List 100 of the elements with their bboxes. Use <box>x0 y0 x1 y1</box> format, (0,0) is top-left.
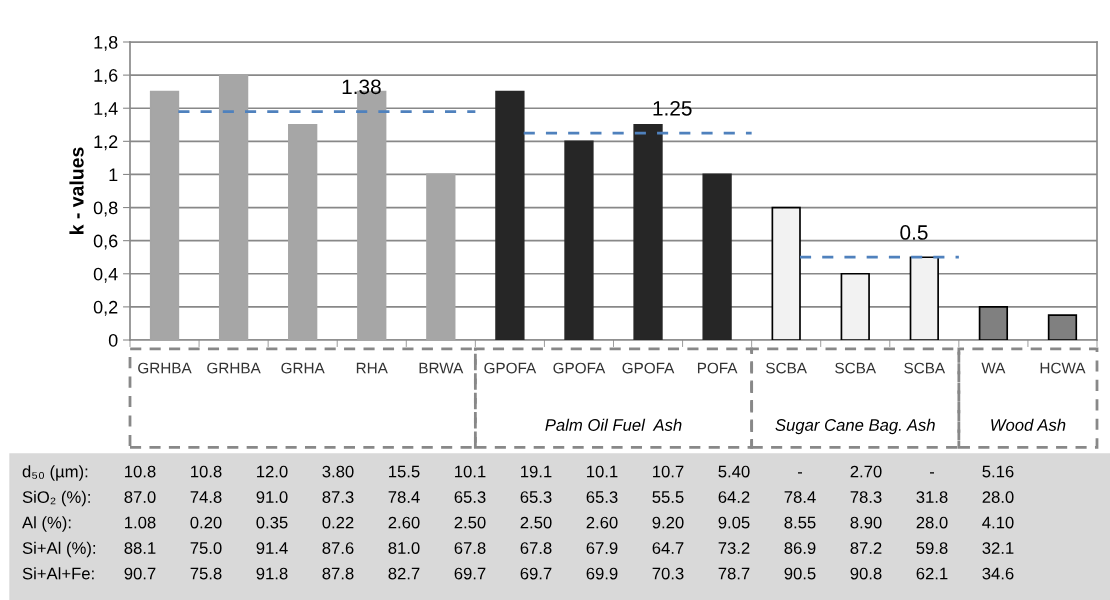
text: Si+Al (%): <box>22 541 96 558</box>
text: Palm Oil Fuel Ash <box>545 418 682 431</box>
text: 0.35 <box>256 516 288 529</box>
text: 5.16 <box>982 465 1014 478</box>
text: 78.4 <box>784 491 816 503</box>
text: 90.8 <box>850 567 882 580</box>
text: 9.05 <box>718 516 750 529</box>
x-tick-label: GPOFA <box>484 362 537 374</box>
text: 12.0 <box>257 465 288 478</box>
bar <box>288 123 318 340</box>
text: 3.80 <box>322 465 354 478</box>
text: 55.5 <box>652 491 684 503</box>
x-tick-label: GRHBA <box>207 362 261 374</box>
x-tick-label: GPOFA <box>622 362 675 374</box>
x-tick-label: GRHA <box>281 362 325 374</box>
text: 28.0 <box>916 516 948 529</box>
text: 28.0 <box>982 491 1014 503</box>
y-tick-label: 1 <box>109 168 118 181</box>
text: 9.20 <box>652 516 684 529</box>
text: d₅₀ (µm): <box>22 465 88 481</box>
text: 64.7 <box>652 542 684 554</box>
y-axis-title: k - values <box>69 147 84 234</box>
text: 0.22 <box>322 516 354 529</box>
text: 86.9 <box>784 542 816 554</box>
text: 91.8 <box>256 567 288 580</box>
y-tick-label: 0,8 <box>93 201 118 217</box>
text: Al (%): <box>22 516 71 532</box>
text: 69.9 <box>586 567 618 580</box>
text: 10.8 <box>125 465 156 478</box>
x-tick-label: RHA <box>356 362 388 374</box>
text: 65.3 <box>520 491 552 503</box>
text: 8.55 <box>784 516 816 529</box>
text: 31.8 <box>916 491 948 503</box>
y-tick-label: 0,4 <box>93 267 118 283</box>
bar <box>564 140 594 340</box>
bar <box>495 90 525 340</box>
bar <box>840 272 870 340</box>
text: 81.0 <box>388 542 420 554</box>
text: 10.1 <box>455 465 486 478</box>
text: SiO₂ (%): <box>22 490 90 507</box>
text: 19.1 <box>521 465 552 478</box>
text: 91.0 <box>256 491 288 503</box>
y-tick-label: 0,2 <box>93 300 118 316</box>
text: 73.2 <box>718 542 750 554</box>
text: 2.60 <box>388 516 420 529</box>
text: 78.4 <box>388 491 420 503</box>
text: 91.4 <box>256 542 288 554</box>
text: 64.2 <box>718 491 750 503</box>
text: 65.3 <box>454 491 486 503</box>
y-tick-label: 1,4 <box>94 102 118 118</box>
text: 8.90 <box>850 516 882 529</box>
text: 87.3 <box>322 491 354 503</box>
text: 2.50 <box>454 516 486 529</box>
text: 67.9 <box>586 542 618 554</box>
text: 69.7 <box>520 567 552 580</box>
text: 87.6 <box>322 542 354 554</box>
bar <box>149 90 180 340</box>
text: 10.1 <box>587 465 618 478</box>
text: - <box>929 472 935 474</box>
bar <box>633 123 663 340</box>
text: 67.8 <box>520 542 552 554</box>
x-tick-label: WA <box>981 362 1006 374</box>
x-tick-label: HCWA <box>1040 362 1086 374</box>
text: 32.1 <box>982 542 1014 554</box>
text: 90.7 <box>124 567 156 580</box>
text: 59.8 <box>916 542 948 554</box>
text: 90.5 <box>784 567 816 580</box>
text: 2.70 <box>850 465 882 478</box>
bar <box>909 256 939 340</box>
bar <box>702 173 732 340</box>
text: 34.6 <box>982 567 1014 580</box>
text: 75.0 <box>190 542 222 554</box>
text: Wood Ash <box>991 418 1066 431</box>
x-tick-label: BRWA <box>419 362 464 374</box>
text: 10.7 <box>653 465 684 478</box>
y-tick-label: 1,6 <box>94 69 118 84</box>
bar <box>218 74 249 340</box>
text: 65.3 <box>586 491 618 503</box>
x-tick-label: GRHBA <box>138 362 192 374</box>
x-tick-label: SCBA <box>835 362 877 374</box>
text: 88.1 <box>124 542 156 554</box>
ref-line-label: 1.25 <box>653 100 692 116</box>
ref-line-label: 1.38 <box>342 79 381 95</box>
text: 87.0 <box>124 491 156 503</box>
text: 4.10 <box>982 516 1014 529</box>
text: 10.8 <box>191 465 222 478</box>
text: 75.8 <box>190 567 222 580</box>
text: - <box>797 472 803 474</box>
y-tick-label: 1,8 <box>94 35 118 51</box>
text: 62.1 <box>916 567 948 580</box>
x-tick-label: GPOFA <box>553 362 606 374</box>
y-tick-label: 1,2 <box>94 135 118 151</box>
y-tick-label: 0,6 <box>93 234 118 250</box>
x-tick-label: SCBA <box>904 362 946 374</box>
text: 69.7 <box>454 567 486 580</box>
text: Sugar Cane Bag. Ash <box>775 418 935 435</box>
x-tick-label: SCBA <box>766 362 807 374</box>
text: 2.50 <box>520 516 552 529</box>
ref-line-label: 0.5 <box>900 225 928 240</box>
text: 87.2 <box>850 542 882 554</box>
